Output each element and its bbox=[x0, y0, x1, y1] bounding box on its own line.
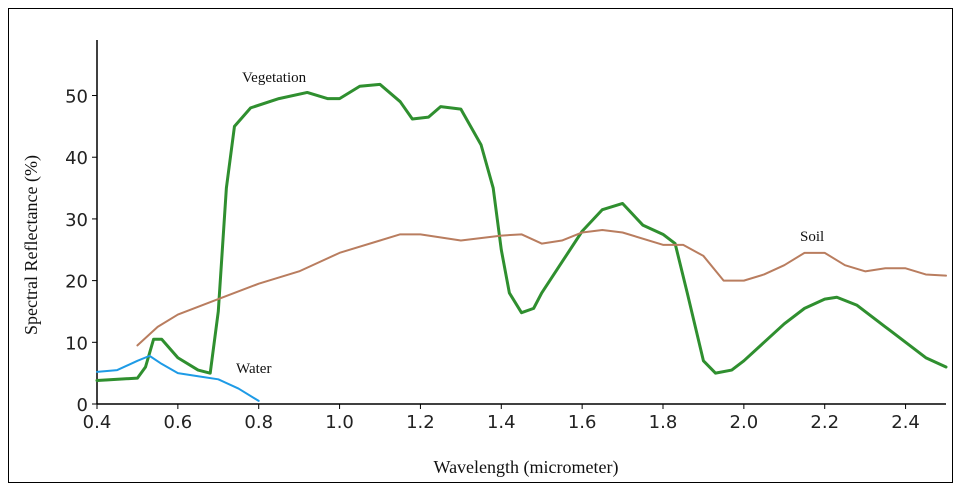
x-tick-label: 0.8 bbox=[244, 412, 273, 433]
annotation: Water bbox=[236, 361, 271, 377]
y-tick-label: 50 bbox=[65, 87, 88, 108]
x-tick-label: 2.4 bbox=[891, 412, 920, 433]
x-tick-label: 2.2 bbox=[810, 412, 839, 433]
x-tick-label: 0.4 bbox=[83, 412, 112, 433]
x-tick-label: 1.0 bbox=[325, 412, 354, 433]
x-tick-label: 0.6 bbox=[164, 412, 193, 433]
x-tick-label: 1.4 bbox=[487, 412, 516, 433]
annotation: Soil bbox=[800, 229, 824, 245]
annotation: Vegetation bbox=[242, 70, 307, 86]
series-line bbox=[95, 82, 948, 383]
x-tick-label: 1.6 bbox=[568, 412, 597, 433]
frame bbox=[8, 8, 953, 483]
x-tick-label: 2.0 bbox=[730, 412, 759, 433]
y-tick-label: 0 bbox=[77, 395, 88, 416]
series-line bbox=[136, 229, 947, 347]
y-tick-label: 20 bbox=[65, 272, 88, 293]
x-axis-label: Wavelength (micrometer) bbox=[434, 457, 619, 478]
y-tick-label: 10 bbox=[65, 333, 88, 354]
x-tick-label: 1.8 bbox=[649, 412, 678, 433]
y-tick-label: 40 bbox=[65, 148, 88, 169]
series-line bbox=[96, 354, 260, 402]
x-tick-label: 1.2 bbox=[406, 412, 435, 433]
y-axis-label: Spectral Reflectance (%) bbox=[21, 155, 42, 335]
y-tick-label: 30 bbox=[65, 210, 88, 231]
